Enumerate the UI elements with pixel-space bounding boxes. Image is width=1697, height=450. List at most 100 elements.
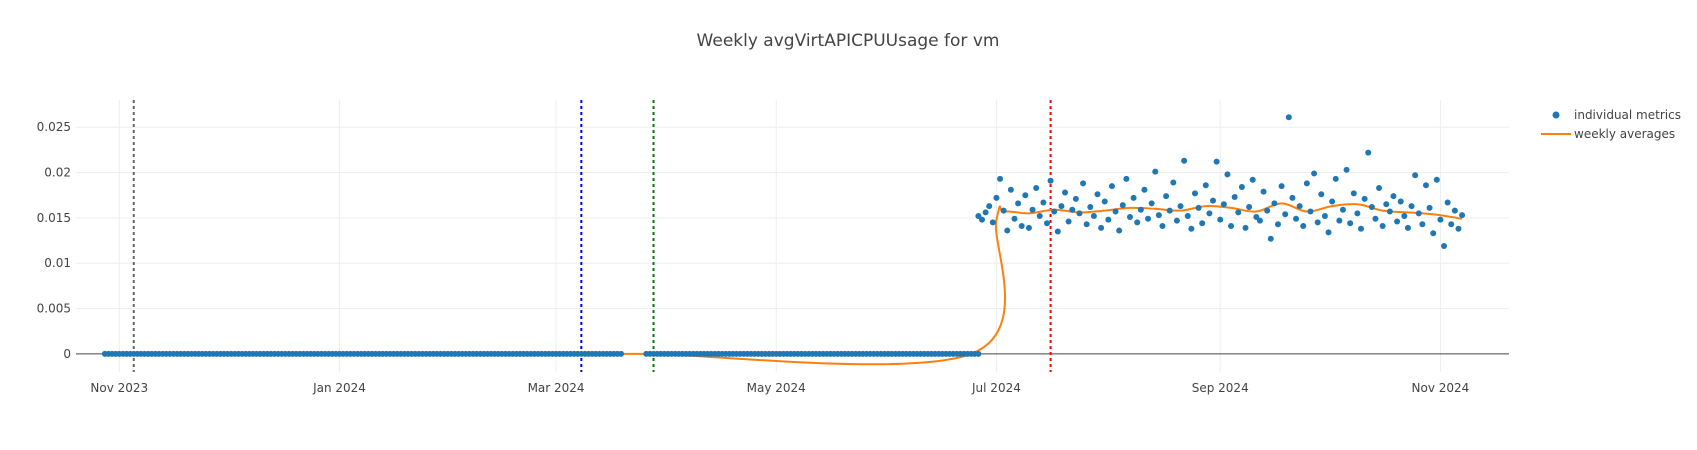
data-point [1358,225,1365,232]
data-point [1376,184,1383,191]
data-point [1422,182,1429,189]
data-point [1159,223,1166,230]
data-point [1343,166,1350,173]
data-point [1228,223,1235,230]
data-point [1455,225,1462,232]
data-point [1296,203,1303,210]
data-point [975,350,982,357]
x-tick-label: Jul 2024 [971,381,1021,395]
data-point [1199,220,1206,227]
data-point [1401,213,1408,220]
data-point [1282,211,1289,218]
data-point [1307,208,1314,215]
y-tick-label: 0.025 [37,120,71,134]
data-point [1430,230,1437,237]
data-point [1238,184,1245,191]
y-tick-label: 0.01 [44,256,71,270]
data-point [1246,203,1253,210]
data-point [1213,158,1220,165]
x-tick-label: May 2024 [747,381,806,395]
data-point [1101,198,1108,205]
data-point [1289,194,1296,201]
chart-title: Weekly avgVirtAPICPUUsage for vm [697,31,1000,51]
data-point [1141,186,1148,193]
data-point [1397,198,1404,205]
x-tick-label: Jan 2024 [312,381,366,395]
data-point [1033,184,1040,191]
data-point [1256,217,1263,224]
data-point [1390,193,1397,200]
y-tick-label: 0.005 [37,302,71,316]
data-point [1235,209,1242,216]
data-point [1134,219,1141,226]
data-point [1191,190,1198,197]
data-point [1051,208,1058,215]
data-point [1137,206,1144,213]
data-point [1188,225,1195,232]
data-point [1170,179,1177,186]
data-point [1069,206,1076,213]
data-point [1054,228,1061,235]
data-point [1090,213,1097,220]
data-point [1123,175,1130,182]
data-point [1047,177,1054,184]
data-point [1311,170,1318,177]
data-point [1098,224,1105,231]
data-point [1108,183,1115,190]
data-point [1202,182,1209,189]
data-point [1105,216,1112,223]
data-point [1329,198,1336,205]
legend-marker-individual-metrics [1552,111,1560,119]
data-point [1318,191,1325,198]
data-point [1173,217,1180,224]
data-point [1163,193,1170,200]
data-point [1264,207,1271,214]
y-tick-label: 0.02 [44,166,71,180]
data-point [1419,221,1426,228]
data-point [1426,204,1433,211]
legend[interactable]: individual metrics weekly averages [1541,108,1681,141]
legend-label-weekly-averages[interactable]: weekly averages [1574,127,1675,141]
data-point [1224,171,1231,178]
data-point [1339,206,1346,213]
data-point [1412,172,1419,179]
data-point [1271,200,1278,207]
data-point [1293,215,1300,222]
data-point [1011,215,1018,222]
data-point [1043,220,1050,227]
data-point [1029,206,1036,213]
data-point [1126,213,1133,220]
data-point [1177,203,1184,210]
data-point [1408,203,1415,210]
data-point [1004,227,1011,234]
weekly-averages-line [104,202,1463,366]
data-point [1321,213,1328,220]
data-point [1347,220,1354,227]
data-point [1007,186,1014,193]
data-point [1379,223,1386,230]
data-point [1116,227,1123,234]
data-point [1437,216,1444,223]
data-point [997,175,1004,182]
data-point [1058,203,1065,210]
data-point [1300,223,1307,230]
data-point [979,216,986,223]
legend-label-individual-metrics[interactable]: individual metrics [1574,108,1681,122]
data-point [1242,224,1249,231]
data-point [1217,216,1224,223]
data-point [1087,203,1094,210]
data-point [1451,207,1458,214]
data-point [1274,221,1281,228]
data-point [982,209,989,216]
x-tick-label: Nov 2023 [90,381,148,395]
x-tick-label: Nov 2024 [1412,381,1470,395]
data-point [1332,175,1339,182]
data-point [1368,203,1375,210]
data-point [1145,215,1152,222]
data-point [1094,191,1101,198]
data-point [1112,208,1119,215]
data-point [1072,195,1079,202]
data-point [1278,183,1285,190]
